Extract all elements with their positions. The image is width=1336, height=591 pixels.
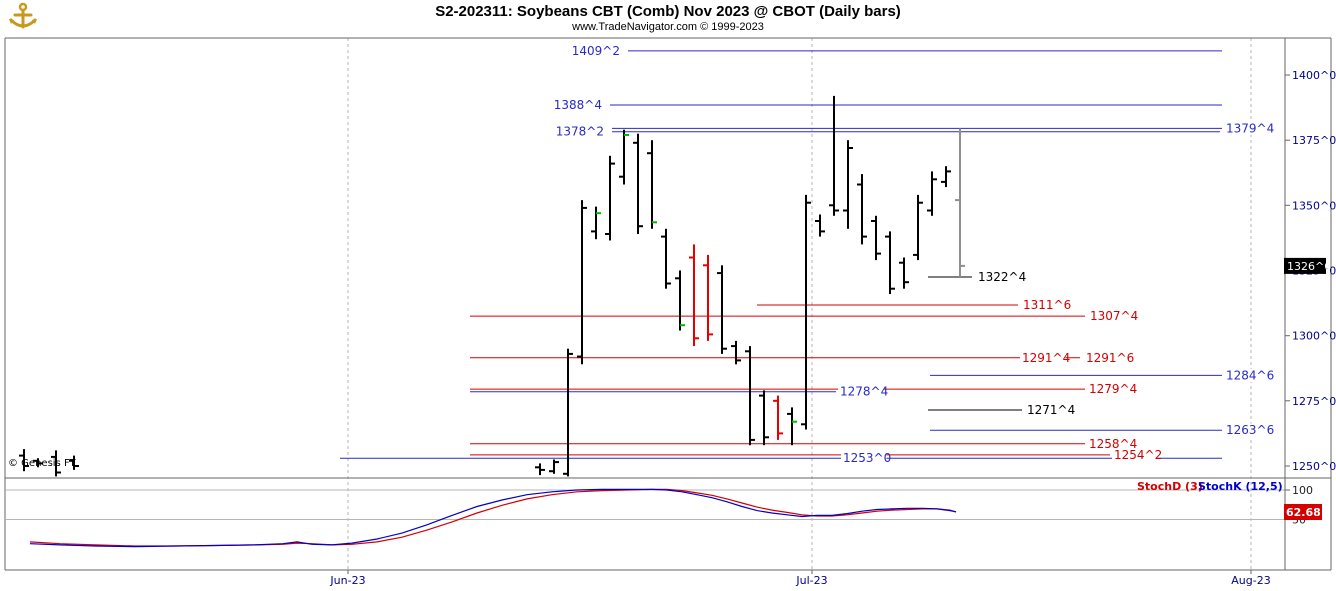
stochk-line [29,488,957,548]
month-label: Jul-23 [795,574,827,587]
month-label: Jun-23 [329,574,365,587]
price-axis-label: 1350^0 [1292,199,1336,212]
month-label: Aug-23 [1231,574,1270,587]
level-label: 1378^2 [556,125,604,139]
level-label-bg [556,98,602,112]
genesis-anchor-logo-icon [6,1,40,34]
level-label: 1271^4 [1027,403,1075,417]
price-axis-label: 1250^0 [1292,460,1336,473]
level-label-bg [1112,448,1158,462]
level-label: 1322^4 [978,270,1026,284]
level-label-bg [1224,423,1270,437]
last-price-box [1284,257,1326,274]
level-label-bg [1087,437,1133,451]
level-label-bg [838,385,884,399]
level-label: 1388^4 [554,98,602,112]
level-label-bg [1084,351,1130,365]
level-label: 1253^0 [843,451,891,465]
stoch-value-box [1284,504,1322,520]
price-axis-label: 1400^0 [1292,69,1336,82]
price-axis-label: 1300^0 [1292,330,1336,343]
level-label-bg [1088,309,1134,323]
stochd-legend-label[interactable]: StochD (3) [1137,480,1203,493]
level-label: 1258^4 [1089,437,1137,451]
level-label: 1263^6 [1226,423,1274,437]
level-label: 1409^2 [572,44,620,58]
chart-title: S2-202311: Soybeans CBT (Comb) Nov 2023 … [435,3,901,20]
price-axis-label: 1275^0 [1292,395,1336,408]
level-label-bg [976,270,1022,284]
level-label: 1379^4 [1226,121,1274,135]
level-label-bg [841,451,887,465]
level-label: 1291^6 [1086,351,1134,365]
stochd-line [29,488,957,547]
level-label-bg [1087,382,1133,396]
level-label-bg [1224,368,1270,382]
level-label: 1284^6 [1226,368,1274,382]
stochk-legend-label[interactable]: StochK (12,5) [1198,480,1283,493]
last-price-label: 1326^6 [1287,260,1331,273]
stoch-axis-label: 100 [1292,484,1313,497]
level-label: 1307^4 [1090,309,1138,323]
chart-subtitle: www.TradeNavigator.com © 1999-2023 [572,21,764,33]
level-label-bg [1025,403,1071,417]
level-label-bg [1224,121,1270,135]
level-label-bg [558,125,604,139]
level-label-bg [574,44,620,58]
level-label: 1311^6 [1023,298,1071,312]
level-label: 1278^4 [840,385,888,399]
genesis-watermark: © Genesis FT [8,458,76,469]
level-label: 1291^4 [1022,351,1070,365]
level-label-bg [1021,298,1067,312]
price-axis-label: 1375^0 [1292,134,1336,147]
level-label: 1254^2 [1114,448,1162,462]
level-label-bg [1020,351,1066,365]
level-label: 1279^4 [1089,382,1137,396]
stoch-value-label: 62.68 [1286,506,1321,519]
